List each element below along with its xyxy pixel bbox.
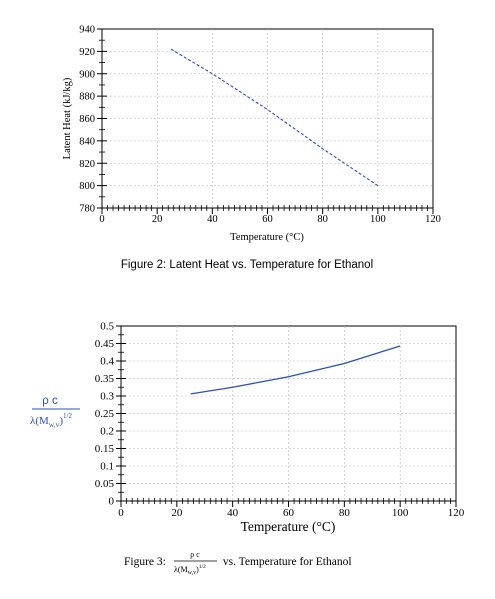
chart-2-ylabel-numerator: ρ c [42,395,58,407]
chart-2-y-tick-label: 0.05 [95,478,115,490]
chart-2-y-tick-label: 0.25 [95,408,115,420]
figure-3-caption-numerator: ρ c [190,550,200,559]
chart-1-gridlines [102,29,433,208]
chart-1-y-tick-label: 940 [79,25,95,36]
figure-2-caption: Figure 2: Latent Heat vs. Temperature fo… [121,259,373,271]
figure-3-caption-prefix: Figure 3: [124,556,169,568]
chart-2-series-line [190,345,401,395]
chart-1-x-tick-label: 0 [99,214,104,225]
chart-1-y-tick-label: 800 [79,181,95,192]
figure-3-caption-denominator: λ(Mw,v)1/2 [174,564,206,576]
chart-1-y-tick-label: 780 [79,204,95,215]
chart-2-x-tick-label: 0 [118,507,124,519]
chart-1-y-tick-label: 820 [79,159,95,170]
chart-1-y-tick-label: 880 [79,92,95,103]
chart-2-y-tick-label: 0.35 [95,373,115,385]
chart-2-y-tick-labels: 0 0.05 0.1 0.15 0.2 0.25 0.3 0.35 0.4 0.45 0.5 [95,321,115,508]
chart-2-ticks [116,325,457,507]
chart-1-x-tick-label: 40 [207,214,218,225]
chart-1-y-tick-label: 900 [79,69,95,80]
chart-2-y-tick-label: 0.5 [100,321,114,333]
chart-2-x-axis-label: Temperature (°C) [241,519,336,534]
chart-2-y-tick-label: 0 [109,496,115,508]
chart-1-x-tick-label: 20 [152,214,163,225]
chart-1-x-tick-label: 60 [262,214,273,225]
chart-1-x-tick-label: 100 [370,214,386,225]
chart-1-x-axis-label: Temperature (°C) [230,232,304,243]
chart-2-ylabel-denominator: λ(Mw,v)1/2 [30,412,72,429]
chart-2-x-tick-label: 60 [283,507,295,519]
chart-2-x-tick-label: 100 [392,507,409,519]
chart-2-x-tick-label: 20 [171,507,183,519]
chart-2-x-tick-label: 40 [227,507,239,519]
chart-2-gridlines [121,326,456,501]
chart-2-y-tick-label: 0.2 [100,426,114,438]
figure-3-caption-suffix: vs. Temperature for Ethanol [220,556,352,568]
chart-2-x-tick-label: 80 [339,507,351,519]
chart-2-y-axis-label: ρ c λ(Mw,v)1/2 [30,395,80,429]
chart-1-x-tick-labels: 0 20 40 60 80 100 120 [99,214,441,225]
chart-2-x-tick-label: 120 [448,507,465,519]
chart-1-series-line [170,48,379,187]
chart-2-y-tick-label: 0.15 [95,443,115,455]
chart-2-y-tick-label: 0.4 [100,356,114,368]
chart-1-y-tick-labels: 780 800 820 840 860 880 900 920 940 [79,25,95,215]
chart-2-y-tick-label: 0.1 [100,461,114,473]
figure-3-caption: Figure 3: ρ c λ(Mw,v)1/2 vs. Temperature… [124,550,352,576]
chart-2-y-tick-label: 0.45 [95,338,115,350]
chart-1-y-tick-label: 920 [79,47,95,58]
chart-1-y-tick-label: 860 [79,114,95,125]
figure-2: 0 20 40 60 80 100 120 780 800 820 840 860 880 900 920… [62,25,441,272]
chart-1-y-tick-label: 840 [79,136,95,147]
chart-1-x-tick-label: 120 [425,214,441,225]
chart-1-y-axis-label: Latent Heat (kJ/kg) [62,77,73,159]
chart-2-y-tick-label: 0.3 [100,391,114,403]
chart-1-x-tick-label: 80 [317,214,328,225]
figure-3: 0 20 40 60 80 100 120 0 0.05 0.1 0.15 0.2 0.25 0.3 0.… [30,321,465,577]
chart-2-x-tick-labels: 0 20 40 60 80 100 120 [118,507,465,519]
chart-1-ticks [97,28,434,214]
